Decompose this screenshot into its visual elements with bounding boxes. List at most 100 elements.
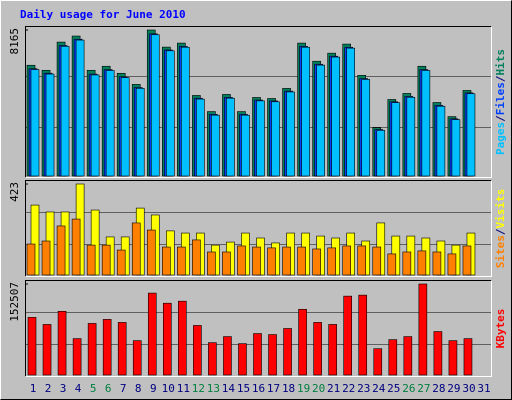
bar <box>312 248 321 276</box>
bar <box>433 331 443 376</box>
bar <box>60 46 70 177</box>
bar <box>403 336 413 376</box>
bar <box>45 73 55 177</box>
bar <box>267 247 276 276</box>
x-tick-label: 24 <box>372 382 386 395</box>
x-tick-label: 31 <box>477 382 490 395</box>
legend-entry: Visits <box>494 189 507 229</box>
legend-entry: Hits <box>494 49 507 76</box>
panel-edge-dark <box>25 26 492 178</box>
bar <box>27 317 37 376</box>
bar <box>286 91 295 177</box>
bar <box>178 300 187 376</box>
legend-separator: / <box>494 75 507 82</box>
bar <box>373 348 383 376</box>
x-tick-label: 25 <box>387 382 400 395</box>
bar <box>30 69 40 177</box>
legend-entry: Sites <box>494 235 507 268</box>
bar <box>72 338 82 376</box>
bar <box>163 302 172 376</box>
bar <box>358 294 368 376</box>
x-tick-label: 3 <box>60 382 67 395</box>
bar <box>328 324 337 376</box>
bar <box>87 323 97 376</box>
x-tick-label: 1 <box>30 382 37 395</box>
bar <box>146 229 156 276</box>
bar <box>90 74 100 177</box>
y-tick-label: 8165 <box>8 28 21 55</box>
bar <box>343 295 353 376</box>
legend: KBytes <box>494 309 507 349</box>
bar <box>181 46 190 177</box>
bar <box>372 246 382 276</box>
bar <box>327 247 336 276</box>
legend-separator: / <box>494 228 507 235</box>
x-tick-label: 13 <box>207 382 220 395</box>
x-tick-label: 15 <box>237 382 250 395</box>
legend-entry: KBytes <box>494 309 507 349</box>
bar <box>120 77 130 177</box>
bar <box>211 114 220 177</box>
bar <box>313 322 322 376</box>
bar <box>406 97 416 177</box>
bar <box>86 244 96 276</box>
bar <box>387 253 397 276</box>
x-tick-label: 9 <box>150 382 157 395</box>
y-tick-label: 423 <box>8 182 21 202</box>
bar <box>237 245 246 276</box>
bar <box>196 98 205 177</box>
y-tick-label: 152507 <box>8 282 21 322</box>
bar <box>42 324 52 376</box>
bar <box>135 88 145 177</box>
bar <box>447 253 457 276</box>
bar <box>342 245 352 276</box>
bar <box>301 46 310 177</box>
x-tick-label: 28 <box>432 382 445 395</box>
x-tick-label: 11 <box>177 382 190 395</box>
x-tick-label: 27 <box>417 382 430 395</box>
x-tick-label: 10 <box>162 382 175 395</box>
bar <box>283 328 292 376</box>
x-tick-label: 21 <box>327 382 340 395</box>
bar <box>177 246 186 276</box>
x-tick-label: 30 <box>462 382 475 395</box>
panel-edge-light <box>25 26 492 178</box>
legend-entry: Files <box>494 82 507 115</box>
bar <box>252 246 261 276</box>
bar <box>421 70 431 177</box>
x-tick-label: 6 <box>105 382 112 395</box>
bar <box>271 101 280 177</box>
panel-edge-dark <box>25 280 492 377</box>
bar <box>101 244 111 276</box>
x-tick-label: 19 <box>297 382 310 395</box>
bar <box>208 342 217 376</box>
bar <box>282 246 291 276</box>
bar <box>162 246 171 276</box>
legend-separator: / <box>494 115 507 122</box>
x-tick-label: 4 <box>75 382 82 395</box>
bar <box>56 225 66 276</box>
bar <box>75 39 85 177</box>
bar <box>116 249 126 276</box>
bar <box>417 250 427 276</box>
bar <box>432 251 442 276</box>
bar <box>132 340 142 376</box>
bar <box>207 251 216 276</box>
bar <box>253 333 262 376</box>
x-tick-label: 7 <box>120 382 127 395</box>
bar <box>331 56 340 177</box>
legend: Pages/Files/Hits <box>494 49 507 155</box>
x-tick-label: 20 <box>312 382 325 395</box>
bar <box>238 343 247 376</box>
x-tick-label: 17 <box>267 382 280 395</box>
x-tick-label: 14 <box>222 382 236 395</box>
panel-edge-light <box>25 180 492 277</box>
bar <box>436 105 446 177</box>
bar <box>192 239 201 276</box>
bar <box>451 119 461 177</box>
x-tick-label: 16 <box>252 382 265 395</box>
bar <box>226 97 235 177</box>
x-tick-label: 26 <box>402 382 415 395</box>
